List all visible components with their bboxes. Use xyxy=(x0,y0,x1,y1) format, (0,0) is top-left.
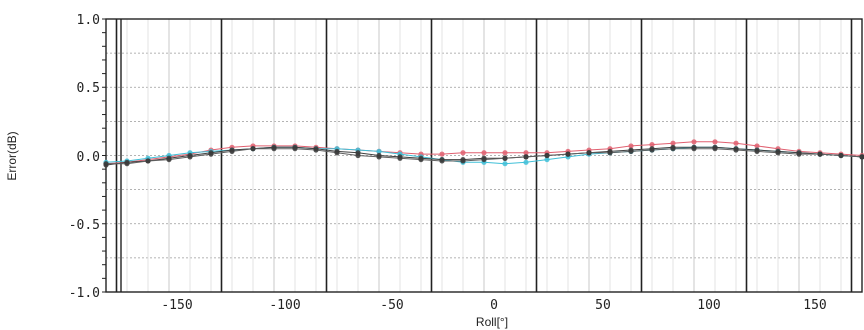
data-point xyxy=(187,154,193,160)
y-tick-label: 0.0 xyxy=(77,150,100,165)
data-point xyxy=(250,146,256,152)
data-point xyxy=(166,156,172,163)
y-tick-labels: 1.0 0.5 0.0 -0.5 -1.0 xyxy=(69,13,100,301)
x-tick-label: 0 xyxy=(490,298,498,313)
data-point xyxy=(775,150,781,156)
data-point xyxy=(754,143,760,149)
x-tick-labels: -150 -100 -50 0 50 100 150 xyxy=(161,298,826,313)
data-point xyxy=(124,161,130,167)
data-point xyxy=(691,139,697,145)
y-tick-label: 1.0 xyxy=(77,13,100,28)
data-point xyxy=(544,156,550,163)
data-point xyxy=(649,141,655,148)
x-tick-label: -150 xyxy=(161,298,192,313)
x-tick-label: 100 xyxy=(697,298,720,313)
data-point xyxy=(313,147,319,153)
data-point xyxy=(586,150,592,156)
data-point xyxy=(481,156,487,163)
data-point xyxy=(523,154,529,160)
data-point xyxy=(460,150,466,156)
data-point xyxy=(628,143,634,149)
data-point xyxy=(754,148,760,155)
data-point xyxy=(712,146,718,152)
data-point xyxy=(691,146,697,152)
x-tick-label: 150 xyxy=(803,298,826,313)
data-point xyxy=(817,151,823,157)
data-point xyxy=(418,156,424,163)
data-point xyxy=(334,150,340,156)
y-tick-label: -0.5 xyxy=(69,218,100,233)
data-point xyxy=(439,158,445,164)
data-point xyxy=(523,150,529,156)
data-point xyxy=(502,150,508,156)
data-point xyxy=(439,151,445,157)
data-point xyxy=(229,148,235,155)
data-point xyxy=(502,155,508,161)
data-point xyxy=(670,146,676,152)
data-point xyxy=(523,159,529,165)
data-point xyxy=(565,151,571,157)
data-point xyxy=(502,161,508,167)
data-point xyxy=(607,150,613,156)
data-point xyxy=(271,146,277,152)
x-tick-label: -50 xyxy=(380,298,403,313)
series-3 xyxy=(103,146,864,167)
data-point xyxy=(712,139,718,145)
data-point xyxy=(292,146,298,152)
data-point xyxy=(208,151,214,157)
data-point xyxy=(376,148,382,155)
data-point xyxy=(397,155,403,161)
data-point xyxy=(733,140,739,146)
data-point xyxy=(145,158,151,164)
x-tick-label: 50 xyxy=(595,298,611,313)
data-point xyxy=(838,152,844,159)
gridlines xyxy=(105,18,863,293)
data-point xyxy=(355,152,361,159)
y-tick-label: -1.0 xyxy=(69,286,100,301)
series-layer xyxy=(103,139,864,168)
data-point xyxy=(649,147,655,153)
data-point xyxy=(376,154,382,160)
y-axis-label: Error(dB) xyxy=(5,131,19,180)
data-point xyxy=(460,158,466,164)
data-point xyxy=(670,140,676,146)
data-point xyxy=(103,161,109,167)
data-point xyxy=(481,150,487,156)
data-point xyxy=(628,148,634,155)
y-tick-label: 0.5 xyxy=(77,81,100,96)
data-point xyxy=(796,151,802,157)
x-tick-label: -100 xyxy=(269,298,300,313)
x-axis-label: Roll[°] xyxy=(476,315,508,329)
data-point xyxy=(733,147,739,153)
data-point xyxy=(859,154,864,160)
data-point xyxy=(544,152,550,159)
